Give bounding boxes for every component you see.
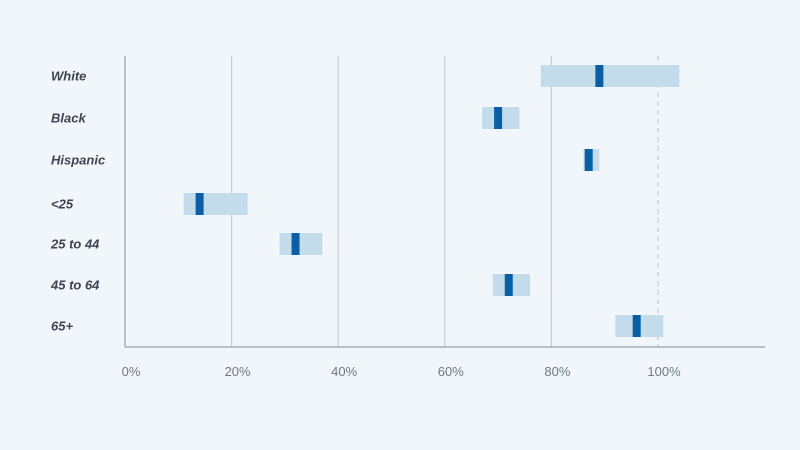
point-marker — [595, 65, 604, 87]
point-markers — [195, 65, 641, 337]
category-label: 45 to 64 — [50, 277, 100, 292]
point-marker — [632, 315, 641, 337]
category-label: <25 — [51, 196, 74, 211]
point-marker — [195, 193, 204, 215]
x-tick-label: 60% — [438, 364, 464, 379]
point-marker — [504, 274, 513, 296]
x-tick-label: 20% — [225, 364, 251, 379]
range-bar — [540, 65, 680, 87]
range-bar — [279, 233, 323, 255]
point-marker — [584, 149, 593, 171]
category-label: 65+ — [51, 318, 73, 333]
category-label: Hispanic — [51, 152, 106, 167]
category-label: White — [51, 68, 86, 83]
point-marker — [494, 107, 503, 129]
category-labels: White Black Hispanic <25 25 to 44 45 to 64 65+ — [50, 68, 106, 333]
gridlines — [231, 56, 553, 347]
x-tick-label: 0% — [122, 364, 141, 379]
x-tick-label: 80% — [544, 364, 570, 379]
range-bar — [183, 193, 248, 215]
category-label: Black — [51, 110, 86, 125]
category-label: 25 to 44 — [50, 236, 100, 251]
range-bars — [183, 65, 680, 337]
x-tick-label: 100% — [647, 364, 681, 379]
x-tick-labels: 0% 20% 40% 60% 80% 100% — [122, 364, 681, 379]
point-marker — [291, 233, 300, 255]
x-tick-label: 40% — [331, 364, 357, 379]
